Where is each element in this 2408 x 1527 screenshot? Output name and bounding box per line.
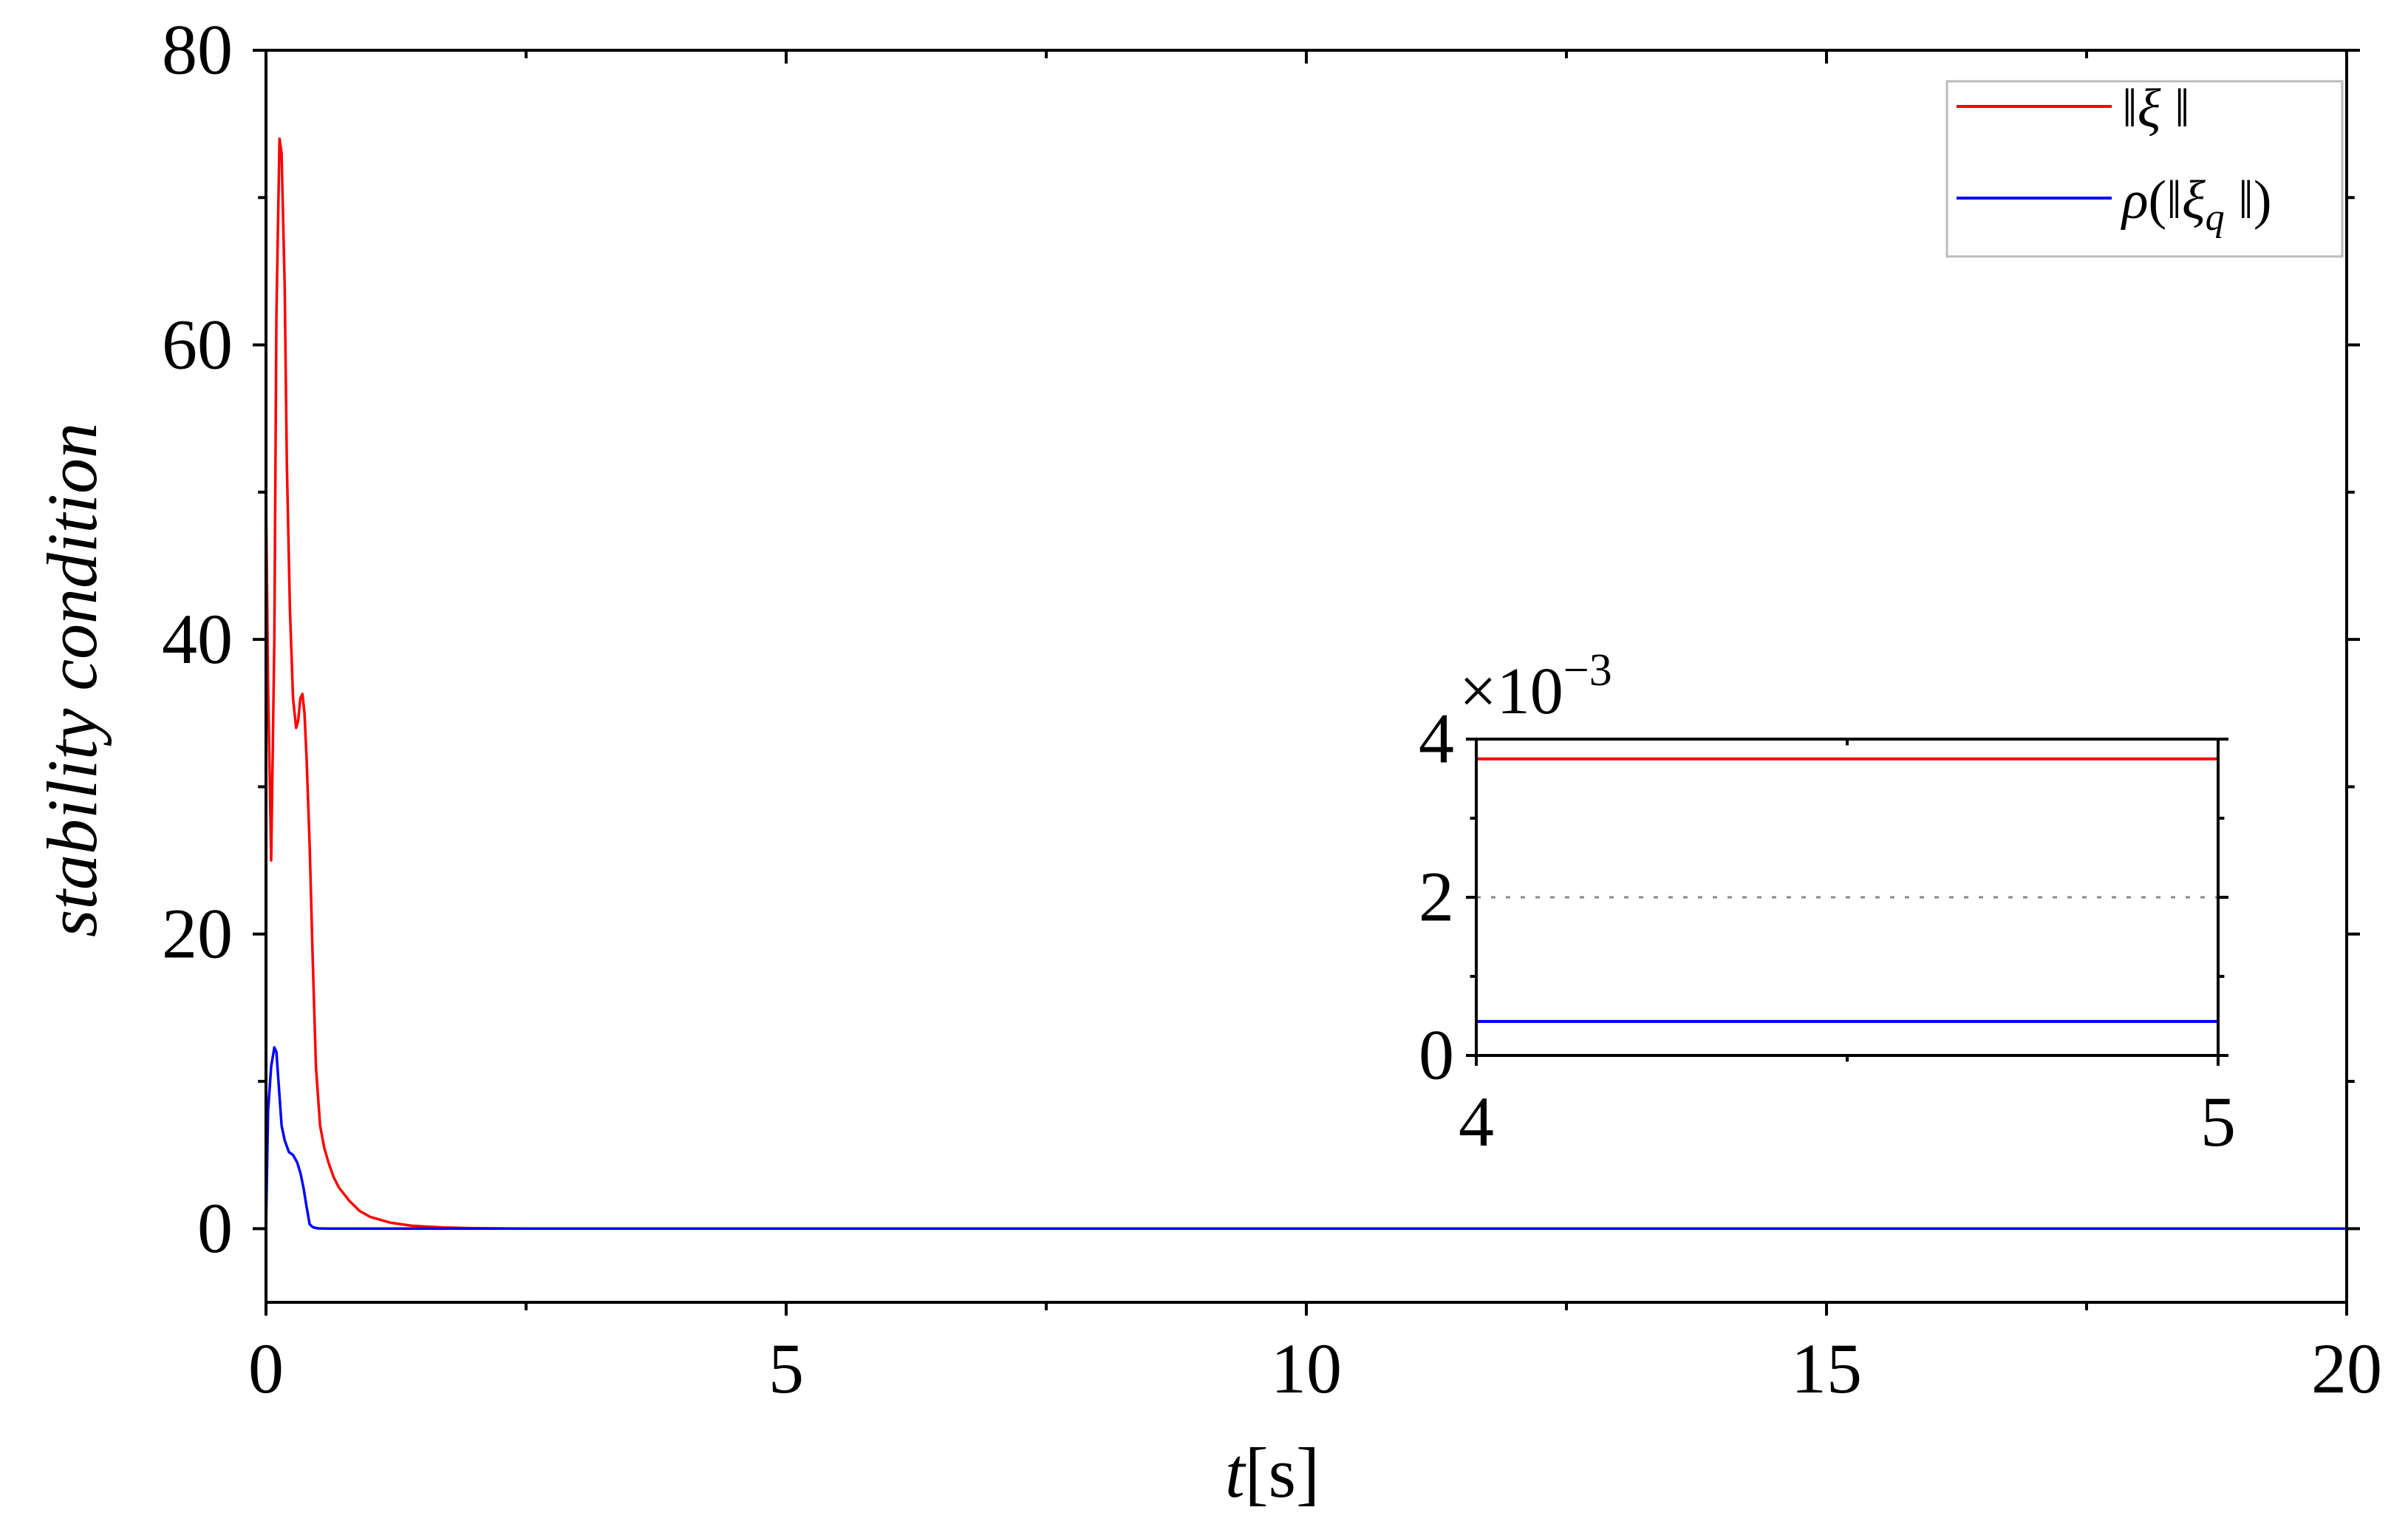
inset-x-tick-label-0: 4 xyxy=(1459,1082,1494,1161)
main-y-tick-label-3: 60 xyxy=(162,305,233,384)
main-plot-series xyxy=(265,137,2347,1231)
main-y-tick-label-0: 0 xyxy=(197,1188,233,1268)
main-series-1 xyxy=(265,1046,2347,1231)
main-y-tick-label-1: 20 xyxy=(162,894,233,973)
inset-plot-ticks: 4 5 0 2 4 xyxy=(1419,699,2236,1161)
main-x-tick-label-3: 15 xyxy=(1791,1329,1862,1408)
y-axis-label: stability condition xyxy=(33,423,112,937)
main-x-tick-label-1: 5 xyxy=(768,1329,804,1408)
main-x-tick-label-4: 20 xyxy=(2311,1329,2382,1408)
legend-label-rho: ρ(‖ξq ‖) xyxy=(2121,170,2272,239)
main-x-tick-label-2: 10 xyxy=(1271,1329,1342,1408)
inset-multiplier-base: ×10 xyxy=(1459,655,1563,728)
legend: ‖ξ ‖ ρ(‖ξq ‖) xyxy=(1945,78,2344,258)
main-y-tick-label-2: 40 xyxy=(162,599,233,679)
x-axis-label: t[s] xyxy=(1225,1433,1320,1512)
legend-label-xi: ‖ξ ‖ xyxy=(2122,78,2190,139)
x-axis-label-unit: [s] xyxy=(1245,1433,1320,1512)
x-axis-label-variable: t xyxy=(1225,1433,1246,1512)
main-series-0 xyxy=(265,137,2347,1231)
inset-y-tick-label-2: 4 xyxy=(1419,699,1454,778)
inset-plot-series xyxy=(1476,739,2218,1055)
inset-multiplier-label: ×10−3 xyxy=(1459,645,1612,728)
inset-x-tick-label-1: 5 xyxy=(2200,1082,2236,1161)
inset-y-tick-label-1: 2 xyxy=(1419,857,1454,936)
inset-multiplier-exponent: −3 xyxy=(1563,645,1612,696)
main-x-tick-label-0: 0 xyxy=(248,1329,284,1408)
main-y-tick-label-4: 80 xyxy=(162,10,233,89)
legend-box xyxy=(1945,80,2344,258)
inset-y-tick-label-0: 0 xyxy=(1419,1016,1454,1095)
